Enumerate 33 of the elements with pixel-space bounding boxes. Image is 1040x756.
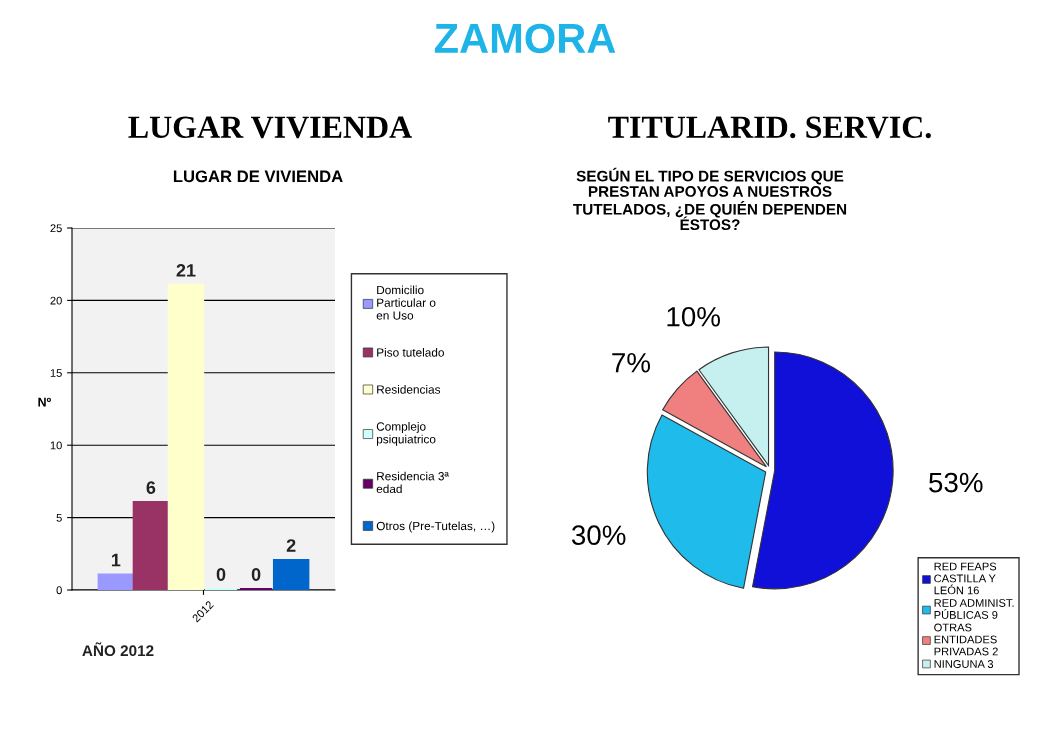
data-label: 53% (929, 472, 983, 493)
data-label: 6 (146, 481, 156, 494)
data-label: 2 (286, 539, 296, 552)
data-label: 7% (612, 352, 650, 373)
legend-label: RED FEAPS CASTILLA Y LEÓN 16 (934, 562, 997, 595)
legend-label: Complejo psiquiatrico (376, 422, 436, 446)
text: AÑO 2012 (82, 642, 154, 657)
legend-label: Otros (Pre-Tutelas, …) (376, 521, 495, 533)
chart-title: LUGAR VIVIENDA (128, 116, 412, 139)
y-tick-label: 10 (50, 441, 62, 450)
data-label: 10% (667, 306, 720, 327)
legend-label: Residencias (377, 385, 441, 394)
legend-label: Residencia 3ª edad (376, 471, 449, 494)
y-tick-label: 20 (50, 296, 62, 305)
data-label: 0 (216, 568, 226, 581)
y-tick-label: 5 (56, 513, 62, 522)
y-tick-label: 15 (50, 369, 62, 377)
legend-label: NINGUNA 3 (934, 660, 994, 668)
chart-subtitle: SEGÚN EL TIPO DE SERVICIOS QUE PRESTAN APOYOS A NUESTROS TUTELADOS, ¿DE QUIÉN DEPENDEN ÉSTOS? (573, 167, 847, 231)
chart-title: TITULARID. SERVIC. (608, 116, 931, 139)
y-axis-title: Nº (38, 397, 51, 407)
legend-label: RED ADMINIST. PÚBLICAS 9 (934, 599, 1014, 619)
chart-subtitle: LUGAR DE VIVIENDA (173, 170, 343, 183)
data-label: 30% (571, 525, 626, 546)
data-label: 1 (111, 553, 121, 567)
legend-label: Piso tutelado (377, 348, 444, 357)
y-tick-label: 0 (56, 586, 62, 595)
legend-label: OTRAS ENTIDADES PRIVADAS 2 (934, 623, 998, 656)
legend-label: Domicilio Particular o en Uso (376, 285, 436, 320)
y-tick-label: 25 (50, 224, 62, 233)
data-label: 0 (251, 568, 261, 581)
text: ZAMORA (434, 23, 616, 54)
data-label: 21 (176, 264, 196, 277)
